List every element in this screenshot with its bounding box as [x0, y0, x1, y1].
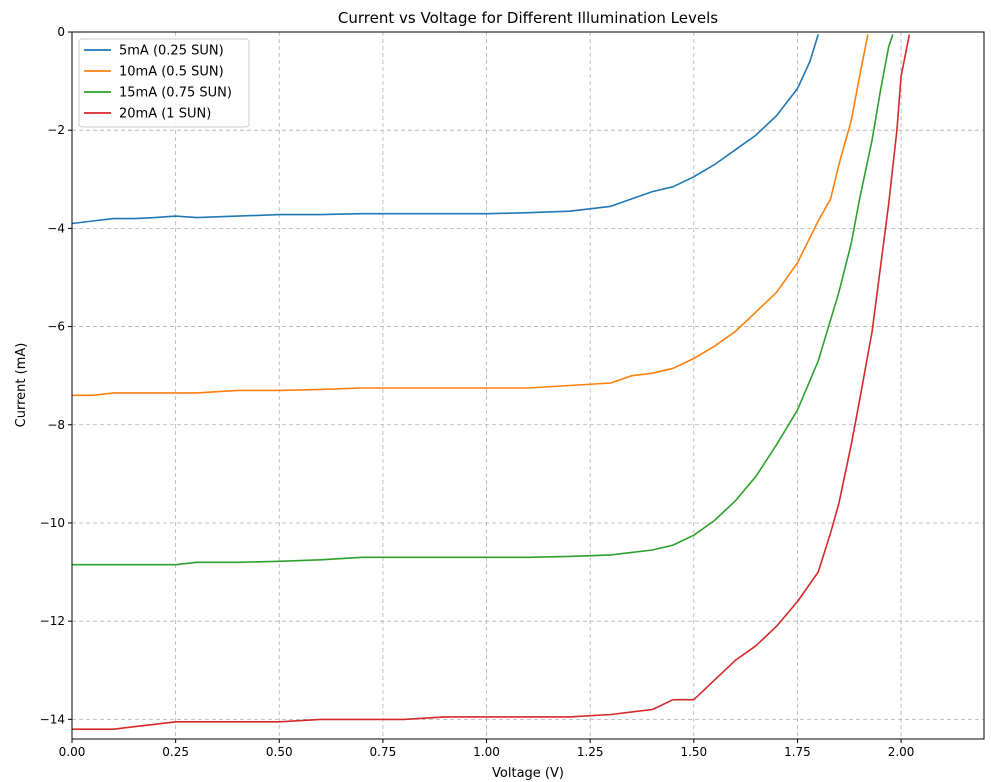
- x-tick-label: 1.00: [473, 745, 500, 759]
- y-tick-label: −10: [40, 516, 65, 530]
- series-line-2: [72, 34, 869, 397]
- legend-label: 10mA (0.5 SUN): [119, 65, 224, 80]
- legend-label: 20mA (1 SUN): [119, 107, 211, 122]
- x-tick-label: 2.00: [888, 745, 915, 759]
- y-tick-label: −2: [47, 123, 65, 137]
- x-tick-label: 0.00: [59, 745, 86, 759]
- x-tick-label: 1.75: [784, 745, 811, 759]
- chart-title: Current vs Voltage for Different Illumin…: [338, 9, 718, 27]
- x-tick-label: 1.50: [680, 745, 707, 759]
- y-tick-label: −14: [40, 712, 65, 726]
- y-axis-label: Current (mA): [14, 343, 29, 428]
- series-line-4: [72, 34, 911, 731]
- y-axis-ticks: 0 −2 −4 −6 −8 −10 −12 −14: [40, 25, 72, 726]
- y-tick-label: −4: [47, 221, 65, 235]
- y-tick-label: −8: [47, 418, 65, 432]
- legend-label: 15mA (0.75 SUN): [119, 86, 232, 101]
- grid: [71, 31, 984, 739]
- y-tick-label: 0: [57, 25, 65, 39]
- y-tick-label: −6: [47, 320, 65, 334]
- axes-frame: [71, 31, 985, 740]
- series-line-1: [71, 34, 819, 225]
- plot-area: [71, 34, 911, 731]
- x-axis-label: Voltage (V): [492, 766, 564, 781]
- x-tick-label: 0.75: [370, 745, 397, 759]
- legend-label: 5mA (0.25 SUN): [119, 44, 224, 59]
- x-axis-ticks: 0.00 0.25 0.50 0.75 1.00 1.25 1.50 1.75 2.00: [59, 739, 915, 759]
- y-tick-label: −12: [40, 614, 65, 628]
- x-tick-label: 0.25: [162, 745, 189, 759]
- legend-box: [78, 38, 250, 128]
- x-tick-label: 0.50: [266, 745, 293, 759]
- series-line-3: [72, 34, 894, 566]
- x-tick-label: 1.25: [577, 745, 604, 759]
- legend: 5mA (0.25 SUN) 10mA (0.5 SUN) 15mA (0.75 S…: [78, 38, 250, 128]
